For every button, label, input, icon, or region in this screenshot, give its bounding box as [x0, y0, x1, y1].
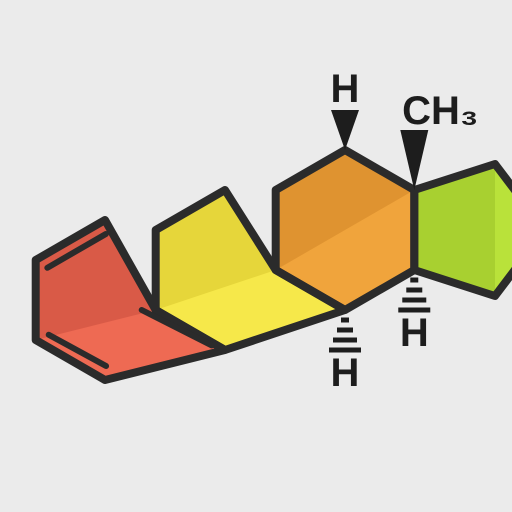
label-H-left: H: [331, 351, 360, 395]
hash-H-left: [329, 320, 361, 350]
label-H-right: H: [400, 311, 429, 355]
label-H-beta: H: [331, 67, 360, 111]
wedge-H-beta: [331, 110, 359, 150]
label-CH3: CH₃: [402, 89, 478, 133]
steroid-skeleton-diagram: CH₃HHH: [0, 0, 512, 512]
hash-H-right: [398, 280, 430, 310]
